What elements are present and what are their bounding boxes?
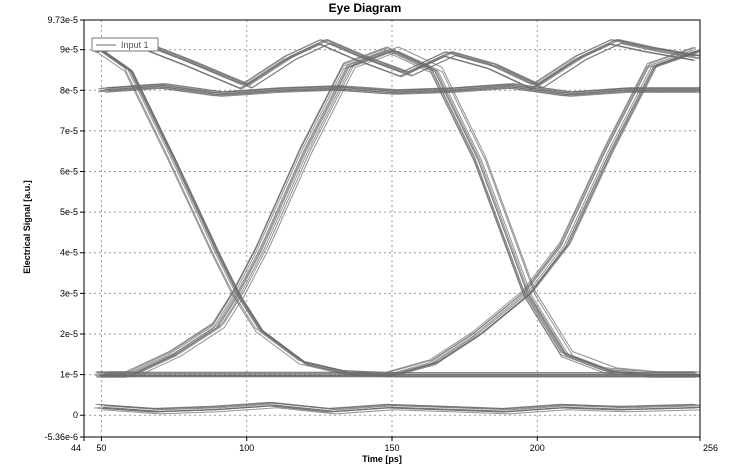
series-trace (105, 49, 700, 375)
series-trace (97, 47, 697, 373)
series-trace (98, 47, 697, 374)
series-trace (100, 402, 700, 410)
series-trace (95, 43, 694, 90)
y-tick-label: 6e-5 (60, 167, 78, 177)
legend-box (91, 37, 159, 52)
x-tick-label: 200 (530, 443, 545, 453)
y-tick-label: 2e-5 (60, 329, 78, 339)
x-tick-label: 256 (703, 443, 718, 453)
legend: Input 1 (91, 37, 159, 52)
series-trace (106, 43, 700, 89)
series-trace (101, 39, 700, 85)
series-trace (103, 38, 700, 85)
series-trace (107, 83, 700, 93)
plot-area (94, 38, 700, 415)
series-trace (96, 46, 696, 373)
y-axis-label: Electrical Signal [a.u.] (22, 180, 32, 274)
series-trace (95, 46, 695, 373)
x-tick-label: 50 (96, 443, 106, 453)
series-trace (100, 50, 700, 377)
x-tick-label: 150 (384, 443, 399, 453)
y-tick-label: 0 (73, 410, 78, 420)
y-tick-label: 5e-5 (60, 207, 78, 217)
series-trace (104, 403, 700, 411)
series-trace (102, 407, 700, 415)
series-trace (100, 86, 700, 96)
series-trace (95, 50, 695, 377)
x-axis-label: Time [ps] (362, 454, 402, 464)
series-trace (99, 50, 698, 376)
series-trace (104, 49, 700, 375)
x-axis-ticks: 44 50 100 150 200 256 (71, 437, 718, 453)
series-trace (96, 51, 696, 378)
y-tick-label: 9e-5 (60, 45, 78, 55)
series-trace (104, 84, 700, 94)
series-trace (95, 47, 694, 373)
series-trace (95, 401, 695, 409)
series-trace (96, 50, 695, 377)
x-tick-label: 44 (71, 443, 81, 453)
series-trace (94, 49, 694, 376)
y-tick-label: 1e-5 (60, 370, 78, 380)
series-trace (104, 87, 700, 97)
y-tick-label: 4e-5 (60, 248, 78, 258)
y-tick-label: 7e-5 (60, 126, 78, 136)
chart-title: Eye Diagram (329, 1, 402, 15)
series-trace (108, 50, 700, 377)
series-trace (102, 404, 700, 412)
y-tick-label: -5.36e-6 (44, 432, 78, 442)
y-tick-label: 3e-5 (60, 288, 78, 298)
y-axis-ticks: -5.36e-6 0 1e-5 2e-5 3e-5 4e-5 5e-5 6e-5 7e-5 8e-… (44, 15, 84, 442)
x-tick-label: 100 (239, 443, 254, 453)
y-tick-label: 9.73e-5 (47, 15, 78, 25)
legend-label: Input 1 (121, 40, 149, 50)
y-tick-label: 8e-5 (60, 85, 78, 95)
series-trace (101, 50, 700, 377)
series-trace (96, 47, 695, 374)
series-trace (102, 50, 700, 377)
series-trace (100, 51, 700, 378)
series-trace (101, 50, 700, 377)
